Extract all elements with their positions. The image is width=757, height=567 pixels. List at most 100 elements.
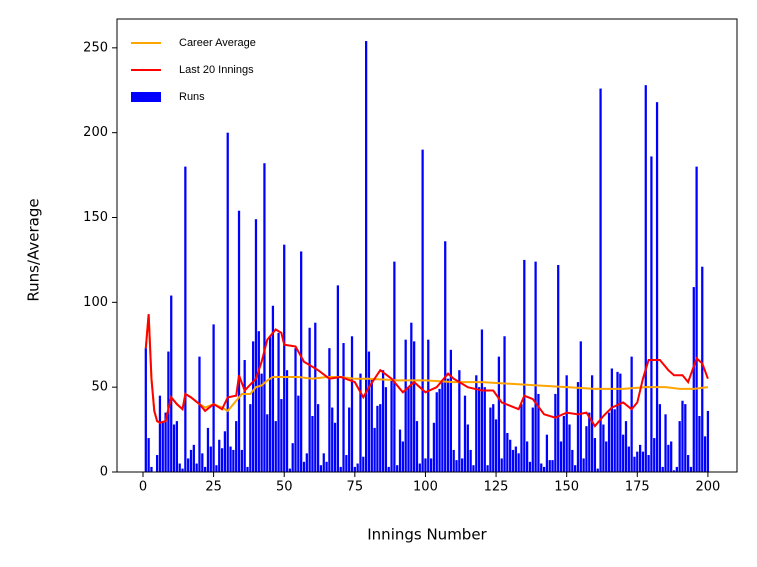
- bar: [616, 371, 619, 472]
- bar: [545, 434, 549, 472]
- bar: [223, 431, 227, 472]
- legend-label: Last 20 Innings: [179, 64, 254, 76]
- bar: [449, 349, 452, 472]
- legend-swatch: [131, 92, 161, 102]
- bar: [172, 424, 176, 472]
- bar: [641, 451, 645, 472]
- bar: [701, 266, 704, 472]
- bar: [246, 466, 249, 472]
- bar: [379, 404, 382, 472]
- bar: [189, 449, 193, 472]
- bar: [181, 468, 184, 472]
- bar: [277, 332, 280, 472]
- bar: [311, 416, 314, 472]
- bar: [588, 412, 591, 472]
- bar: [444, 241, 447, 472]
- bar: [633, 456, 636, 472]
- bar: [407, 387, 410, 472]
- bar: [658, 404, 662, 472]
- bar: [438, 388, 441, 472]
- bar: [661, 466, 664, 472]
- bar: [158, 395, 162, 472]
- bar: [542, 466, 546, 472]
- bar: [537, 393, 540, 472]
- bar: [565, 375, 568, 472]
- x-tick-label: 75: [347, 480, 364, 495]
- bar: [568, 424, 571, 472]
- bar: [367, 351, 371, 472]
- bar: [531, 407, 534, 472]
- bar: [257, 331, 260, 472]
- bar: [226, 132, 229, 472]
- bar: [534, 261, 537, 472]
- bar: [698, 416, 701, 472]
- bar: [492, 404, 495, 472]
- bar: [263, 163, 266, 472]
- bar: [593, 438, 597, 472]
- bar: [252, 341, 255, 472]
- bar: [692, 287, 695, 472]
- bar: [415, 421, 419, 472]
- bar: [175, 421, 179, 472]
- bar: [579, 341, 582, 472]
- bar: [446, 378, 450, 472]
- bar: [396, 465, 399, 472]
- x-axis-label: Innings Number: [367, 526, 487, 544]
- bar: [232, 449, 235, 472]
- bar: [147, 438, 150, 472]
- bar: [370, 378, 373, 472]
- bar: [390, 380, 393, 472]
- bar: [319, 465, 323, 472]
- bar: [672, 470, 676, 472]
- bar: [195, 463, 198, 472]
- bar: [469, 449, 472, 472]
- bar: [667, 444, 670, 472]
- bar: [670, 441, 673, 472]
- bar: [404, 339, 407, 472]
- x-tick-label: 25: [205, 480, 222, 495]
- bar: [192, 444, 195, 472]
- bar: [689, 466, 693, 472]
- bar: [325, 461, 328, 472]
- bar: [574, 465, 577, 472]
- bar: [206, 427, 210, 472]
- x-tick-label: 150: [554, 480, 579, 495]
- bar: [274, 421, 277, 472]
- bar: [203, 466, 207, 472]
- bar: [362, 456, 365, 472]
- bar: [463, 395, 467, 472]
- bar: [235, 421, 238, 472]
- bar: [359, 373, 362, 472]
- legend-label: Career Average: [179, 37, 256, 49]
- bar: [695, 166, 698, 472]
- bar: [624, 421, 628, 472]
- bar: [703, 436, 707, 472]
- line: [144, 314, 709, 428]
- bar: [647, 455, 650, 472]
- bar: [480, 329, 484, 472]
- bar: [164, 412, 167, 472]
- bar: [500, 458, 503, 472]
- bar: [424, 458, 427, 472]
- bar: [520, 404, 523, 472]
- bar: [350, 336, 354, 472]
- bar: [333, 422, 337, 472]
- bar: [630, 356, 633, 472]
- bar: [458, 370, 461, 472]
- bar: [356, 463, 359, 472]
- bar: [684, 404, 687, 472]
- bar: [554, 393, 557, 472]
- bar: [393, 261, 396, 472]
- bar: [144, 348, 147, 472]
- bar: [596, 468, 599, 472]
- bar: [381, 370, 385, 472]
- bar: [678, 421, 681, 472]
- bar: [585, 426, 588, 472]
- bar: [429, 458, 433, 472]
- bar: [486, 465, 489, 472]
- bar: [201, 453, 204, 472]
- bar: [452, 449, 455, 472]
- bar: [494, 419, 498, 472]
- bar: [328, 348, 331, 472]
- y-tick-label: 150: [83, 210, 108, 225]
